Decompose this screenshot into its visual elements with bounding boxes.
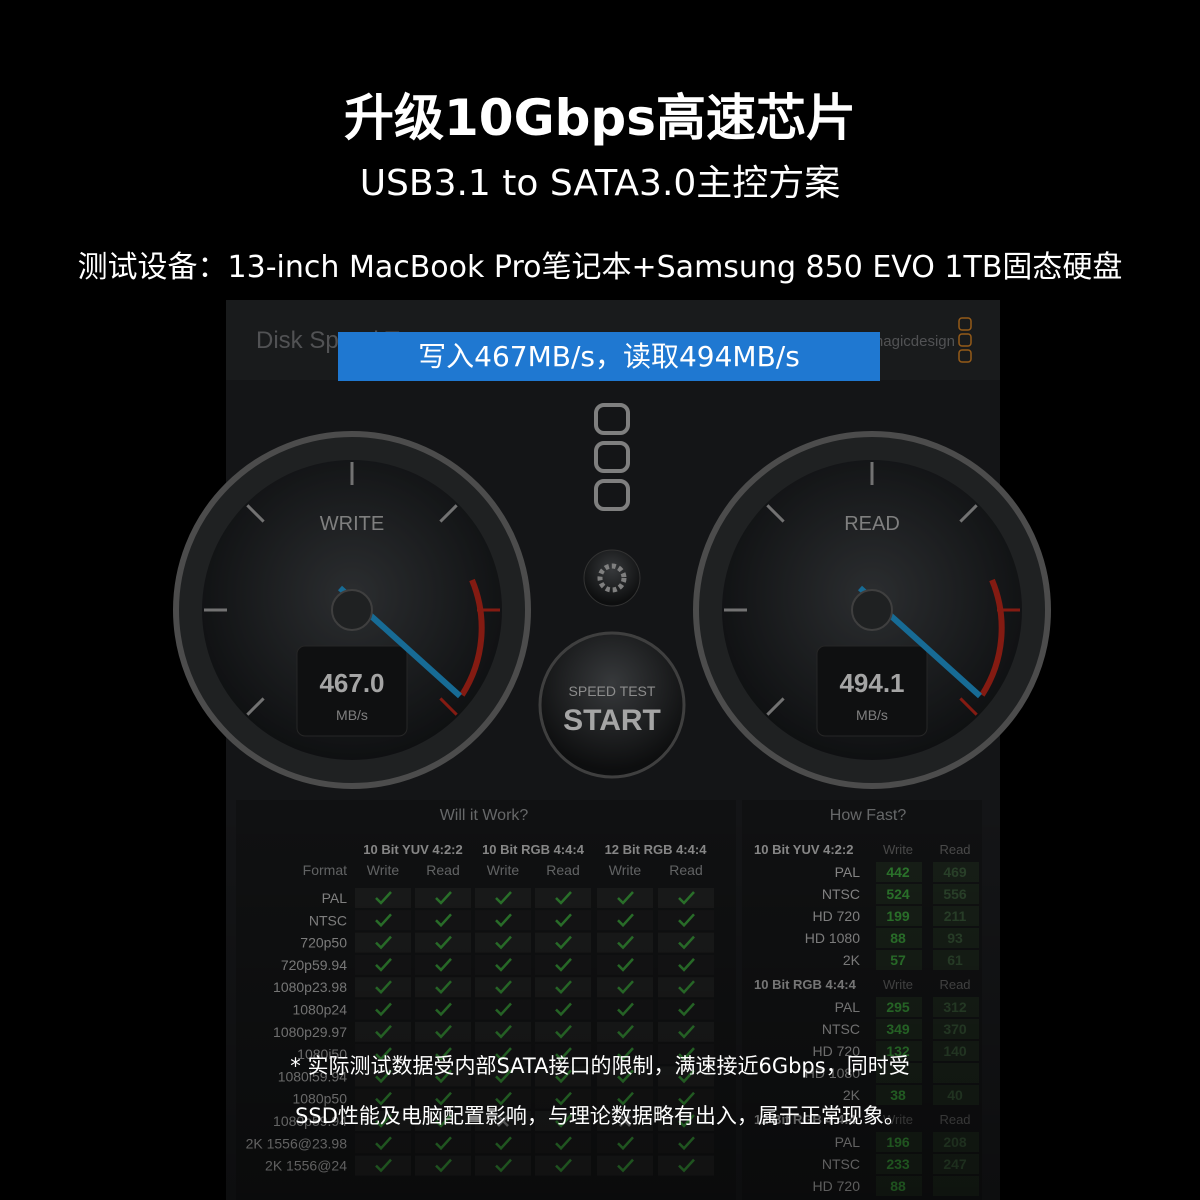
gauge-value: 467.0 — [319, 668, 384, 698]
gauge-tick — [959, 697, 978, 716]
settings-button[interactable] — [583, 549, 641, 607]
brand-logo — [958, 317, 972, 363]
gauge-tick — [246, 697, 265, 716]
start-button[interactable] — [538, 631, 686, 779]
footnote-2: SSD性能及电脑配置影响，与理论数据略有出入，属于正常现象。 — [295, 1104, 905, 1128]
gauge-readout — [296, 645, 408, 737]
gauge-tick — [766, 697, 785, 716]
gauge-value: 494.1 — [839, 668, 904, 698]
start-small: SPEED TEST — [569, 683, 656, 699]
gauge-label: WRITE — [320, 513, 384, 535]
gauge-label: READ — [844, 513, 900, 535]
gauge-tick — [439, 697, 458, 716]
gauge-unit: MB/s — [336, 707, 368, 723]
gauge-tick — [959, 504, 978, 523]
gauge-readout — [816, 645, 928, 737]
gauge-unit: MB/s — [856, 707, 888, 723]
gauge-tick — [439, 504, 458, 523]
fade — [0, 800, 1200, 1200]
center-logo — [594, 403, 630, 511]
footnote-1: * 实际测试数据受内部SATA接口的限制，满速接近6Gbps，同时受 — [290, 1054, 910, 1078]
subtitle: USB3.1 to SATA3.0主控方案 — [359, 163, 841, 204]
start-big: START — [563, 704, 661, 737]
title: 升级10Gbps高速芯片 — [344, 89, 856, 147]
test-setup: 测试设备：13-inch MacBook Pro笔记本+Samsung 850 … — [77, 250, 1123, 285]
gauge-tick — [246, 504, 265, 523]
gauge-redzone — [459, 578, 485, 697]
gauge-hub — [851, 589, 893, 631]
gear-icon — [597, 563, 627, 593]
gauge-redzone — [979, 578, 1005, 697]
banner: 写入467MB/s，读取494MB/s — [418, 340, 800, 373]
banner-bg — [338, 332, 880, 381]
gauge-hub — [331, 589, 373, 631]
gauge-tick — [766, 504, 785, 523]
